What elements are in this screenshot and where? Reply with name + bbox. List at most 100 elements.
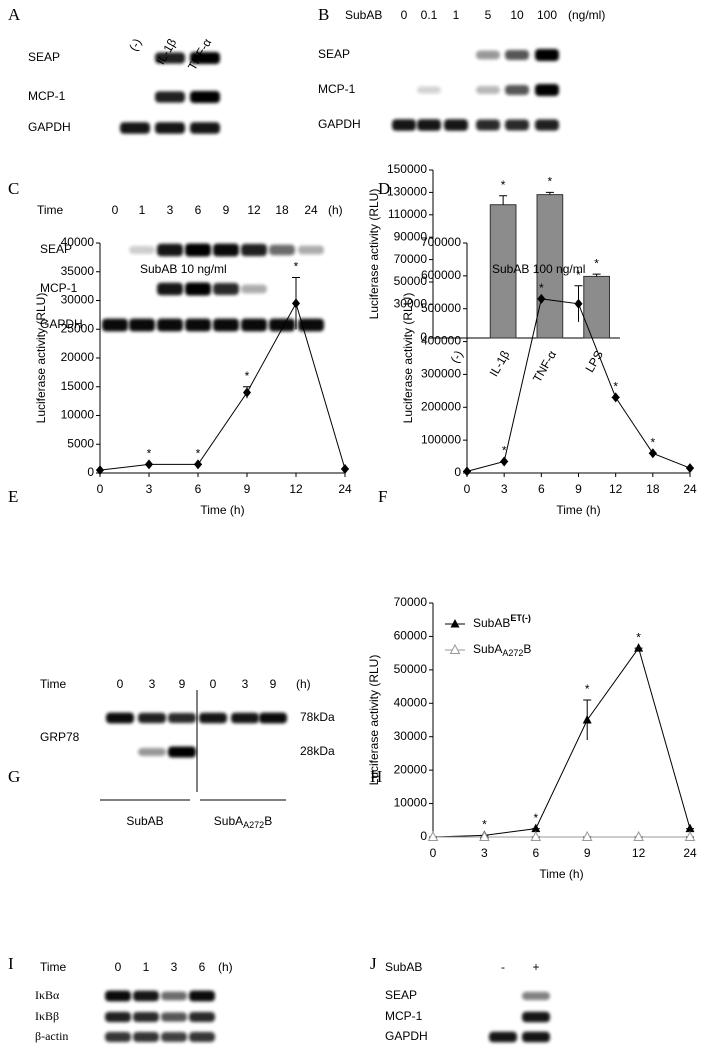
- band: [155, 122, 185, 134]
- bar: [583, 275, 610, 339]
- band: [476, 50, 500, 60]
- x-tick-label: 3: [501, 482, 508, 496]
- point: [145, 459, 153, 470]
- y-tick-label: 30000: [394, 297, 428, 311]
- point: [648, 448, 657, 459]
- band: [535, 119, 559, 131]
- lane-label: 9: [179, 677, 186, 691]
- band: [189, 990, 215, 1002]
- star-label: *: [245, 369, 250, 383]
- y-tick-label: 50000: [394, 274, 428, 288]
- band: [417, 86, 441, 94]
- y-axis-label: Luciferase activity (RLU): [367, 655, 381, 786]
- band: [522, 991, 550, 1001]
- x-tick-label: 9: [244, 482, 251, 496]
- y-tick-label: 200000: [421, 399, 461, 413]
- band: [522, 1011, 550, 1023]
- x-tick-label: 0: [464, 482, 471, 496]
- legend-label: SubAA272B: [473, 642, 531, 658]
- lane-label: 6: [195, 203, 202, 217]
- lane-label: 9: [270, 677, 277, 691]
- star-label: *: [501, 178, 506, 192]
- lane-label: 9: [223, 203, 230, 217]
- y-tick-label: 70000: [394, 595, 428, 609]
- y-tick-label: 25000: [61, 321, 95, 335]
- lane-label: 100: [537, 8, 557, 22]
- row-label: GAPDH: [385, 1029, 428, 1043]
- row-label: SEAP: [385, 988, 417, 1002]
- unit-label: (ng/ml): [568, 8, 605, 22]
- group-sub: A272: [243, 820, 264, 830]
- x-tick-label: 6: [195, 482, 202, 496]
- band: [241, 243, 267, 257]
- band: [138, 712, 166, 724]
- y-axis-label: Luciferase activity (RLU): [367, 189, 381, 320]
- row-label: SEAP: [40, 242, 72, 256]
- band: [129, 245, 155, 255]
- error-bar: [592, 273, 601, 277]
- x-tick-label: 3: [146, 482, 153, 496]
- y-tick-label: 110000: [388, 207, 427, 221]
- y-tick-label: 60000: [394, 629, 428, 643]
- legend-label: SubABET(-): [473, 613, 531, 630]
- x-tick-label: 9: [584, 846, 591, 860]
- lane-label: 3: [242, 677, 249, 691]
- lane-label: 1: [143, 960, 150, 974]
- y-tick-label: 90000: [394, 229, 428, 243]
- band: [190, 122, 220, 134]
- legend-part: B: [523, 642, 531, 656]
- band: [157, 243, 183, 257]
- lane-label: 24: [304, 203, 318, 217]
- row-label: MCP-1: [385, 1009, 423, 1023]
- legend-part: SubA: [473, 642, 502, 656]
- y-tick-label: 0: [420, 829, 427, 843]
- group-part: B: [264, 814, 272, 828]
- y-tick-label: 5000: [67, 436, 94, 450]
- band: [120, 122, 150, 134]
- star-label: *: [650, 435, 655, 449]
- band: [199, 712, 227, 724]
- band: [241, 318, 267, 332]
- band: [157, 318, 183, 332]
- y-tick-label: 20000: [394, 762, 428, 776]
- band: [269, 244, 295, 256]
- band: [185, 318, 211, 332]
- lane-label: 0.1: [421, 8, 438, 22]
- band: [298, 318, 324, 332]
- point: [633, 830, 644, 841]
- point: [574, 298, 583, 309]
- point: [194, 459, 202, 470]
- star-label: *: [613, 380, 618, 394]
- band: [161, 1032, 187, 1042]
- band: [155, 91, 185, 103]
- x-tick-label: 3: [481, 846, 488, 860]
- panel-label: C: [8, 179, 19, 198]
- band: [241, 284, 267, 294]
- band: [298, 245, 324, 255]
- y-tick-label: 0: [87, 465, 94, 479]
- band: [213, 318, 239, 332]
- band: [522, 1031, 550, 1043]
- point: [685, 823, 695, 833]
- error-bar: [545, 191, 554, 195]
- point: [634, 643, 644, 652]
- band: [231, 712, 259, 724]
- group-label: SubAB: [126, 814, 163, 828]
- row-label: β-actin: [35, 1029, 68, 1043]
- row-label: MCP-1: [40, 281, 78, 295]
- blot-header: Time: [37, 203, 64, 217]
- lane-label: 0: [115, 960, 122, 974]
- band: [129, 318, 155, 332]
- band: [133, 1011, 159, 1023]
- y-tick-label: 130000: [387, 185, 427, 199]
- lane-label: 3: [149, 677, 156, 691]
- row-label: IκBβ: [35, 1009, 59, 1023]
- y-tick-label: 50000: [394, 662, 428, 676]
- point: [686, 463, 694, 474]
- y-tick-label: 150000: [387, 162, 427, 176]
- band: [213, 283, 239, 295]
- line: [99, 302, 346, 471]
- x-tick-label: 6: [538, 482, 545, 496]
- lane-label: 6: [199, 960, 206, 974]
- panel-label: G: [8, 767, 20, 786]
